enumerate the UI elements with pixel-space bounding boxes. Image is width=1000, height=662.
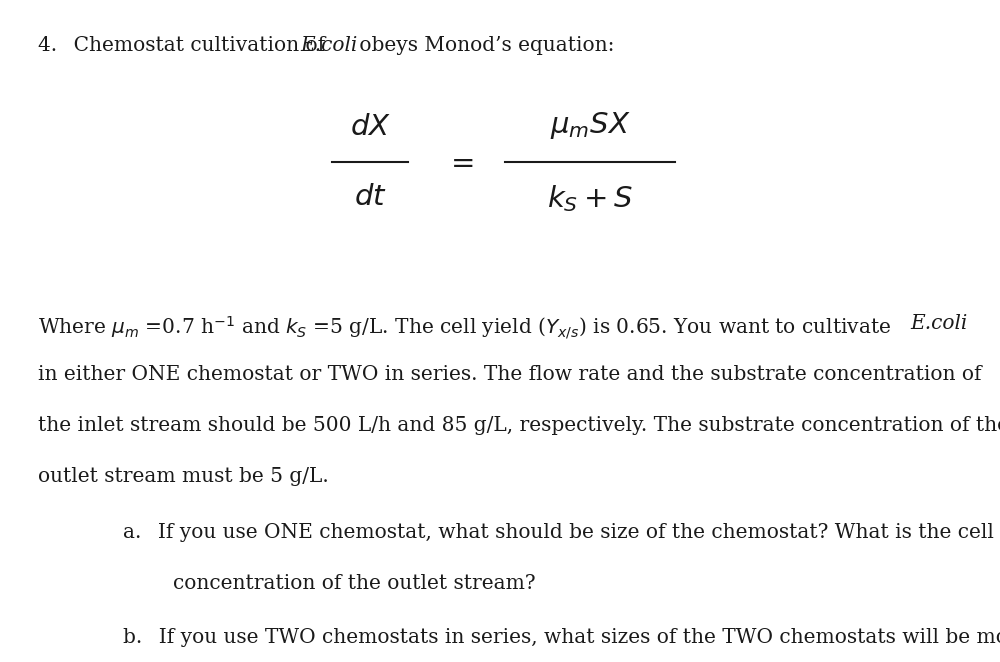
Text: $dX$: $dX$ (350, 113, 390, 141)
Text: E.coli: E.coli (300, 36, 357, 56)
Text: concentration of the outlet stream?: concentration of the outlet stream? (173, 575, 536, 593)
Text: the inlet stream should be 500 L/h and 85 g/L, respectively. The substrate conce: the inlet stream should be 500 L/h and 8… (38, 416, 1000, 436)
Text: E.coli: E.coli (910, 314, 967, 334)
Text: $k_S + S$: $k_S + S$ (547, 183, 633, 214)
Text: Where $\mu_m$ =0.7 h$^{-1}$ and $k_S$ =5 g/L. The cell yield ($Y_{x/s}$) is 0.65: Where $\mu_m$ =0.7 h$^{-1}$ and $k_S$ =5… (38, 314, 892, 341)
Text: b.  If you use TWO chemostats in series, what sizes of the TWO chemostats will b: b. If you use TWO chemostats in series, … (123, 628, 1000, 647)
Text: outlet stream must be 5 g/L.: outlet stream must be 5 g/L. (38, 467, 329, 487)
Text: $dt$: $dt$ (354, 183, 386, 211)
Text: a.  If you use ONE chemostat, what should be size of the chemostat? What is the : a. If you use ONE chemostat, what should… (123, 524, 994, 542)
Text: $\mu_m SX$: $\mu_m SX$ (550, 110, 630, 141)
Text: obeys Monod’s equation:: obeys Monod’s equation: (353, 36, 614, 56)
Text: in either ONE chemostat or TWO in series. The flow rate and the substrate concen: in either ONE chemostat or TWO in series… (38, 365, 982, 385)
Text: 4.  Chemostat cultivation of: 4. Chemostat cultivation of (38, 36, 332, 56)
Text: $=$: $=$ (445, 148, 475, 176)
